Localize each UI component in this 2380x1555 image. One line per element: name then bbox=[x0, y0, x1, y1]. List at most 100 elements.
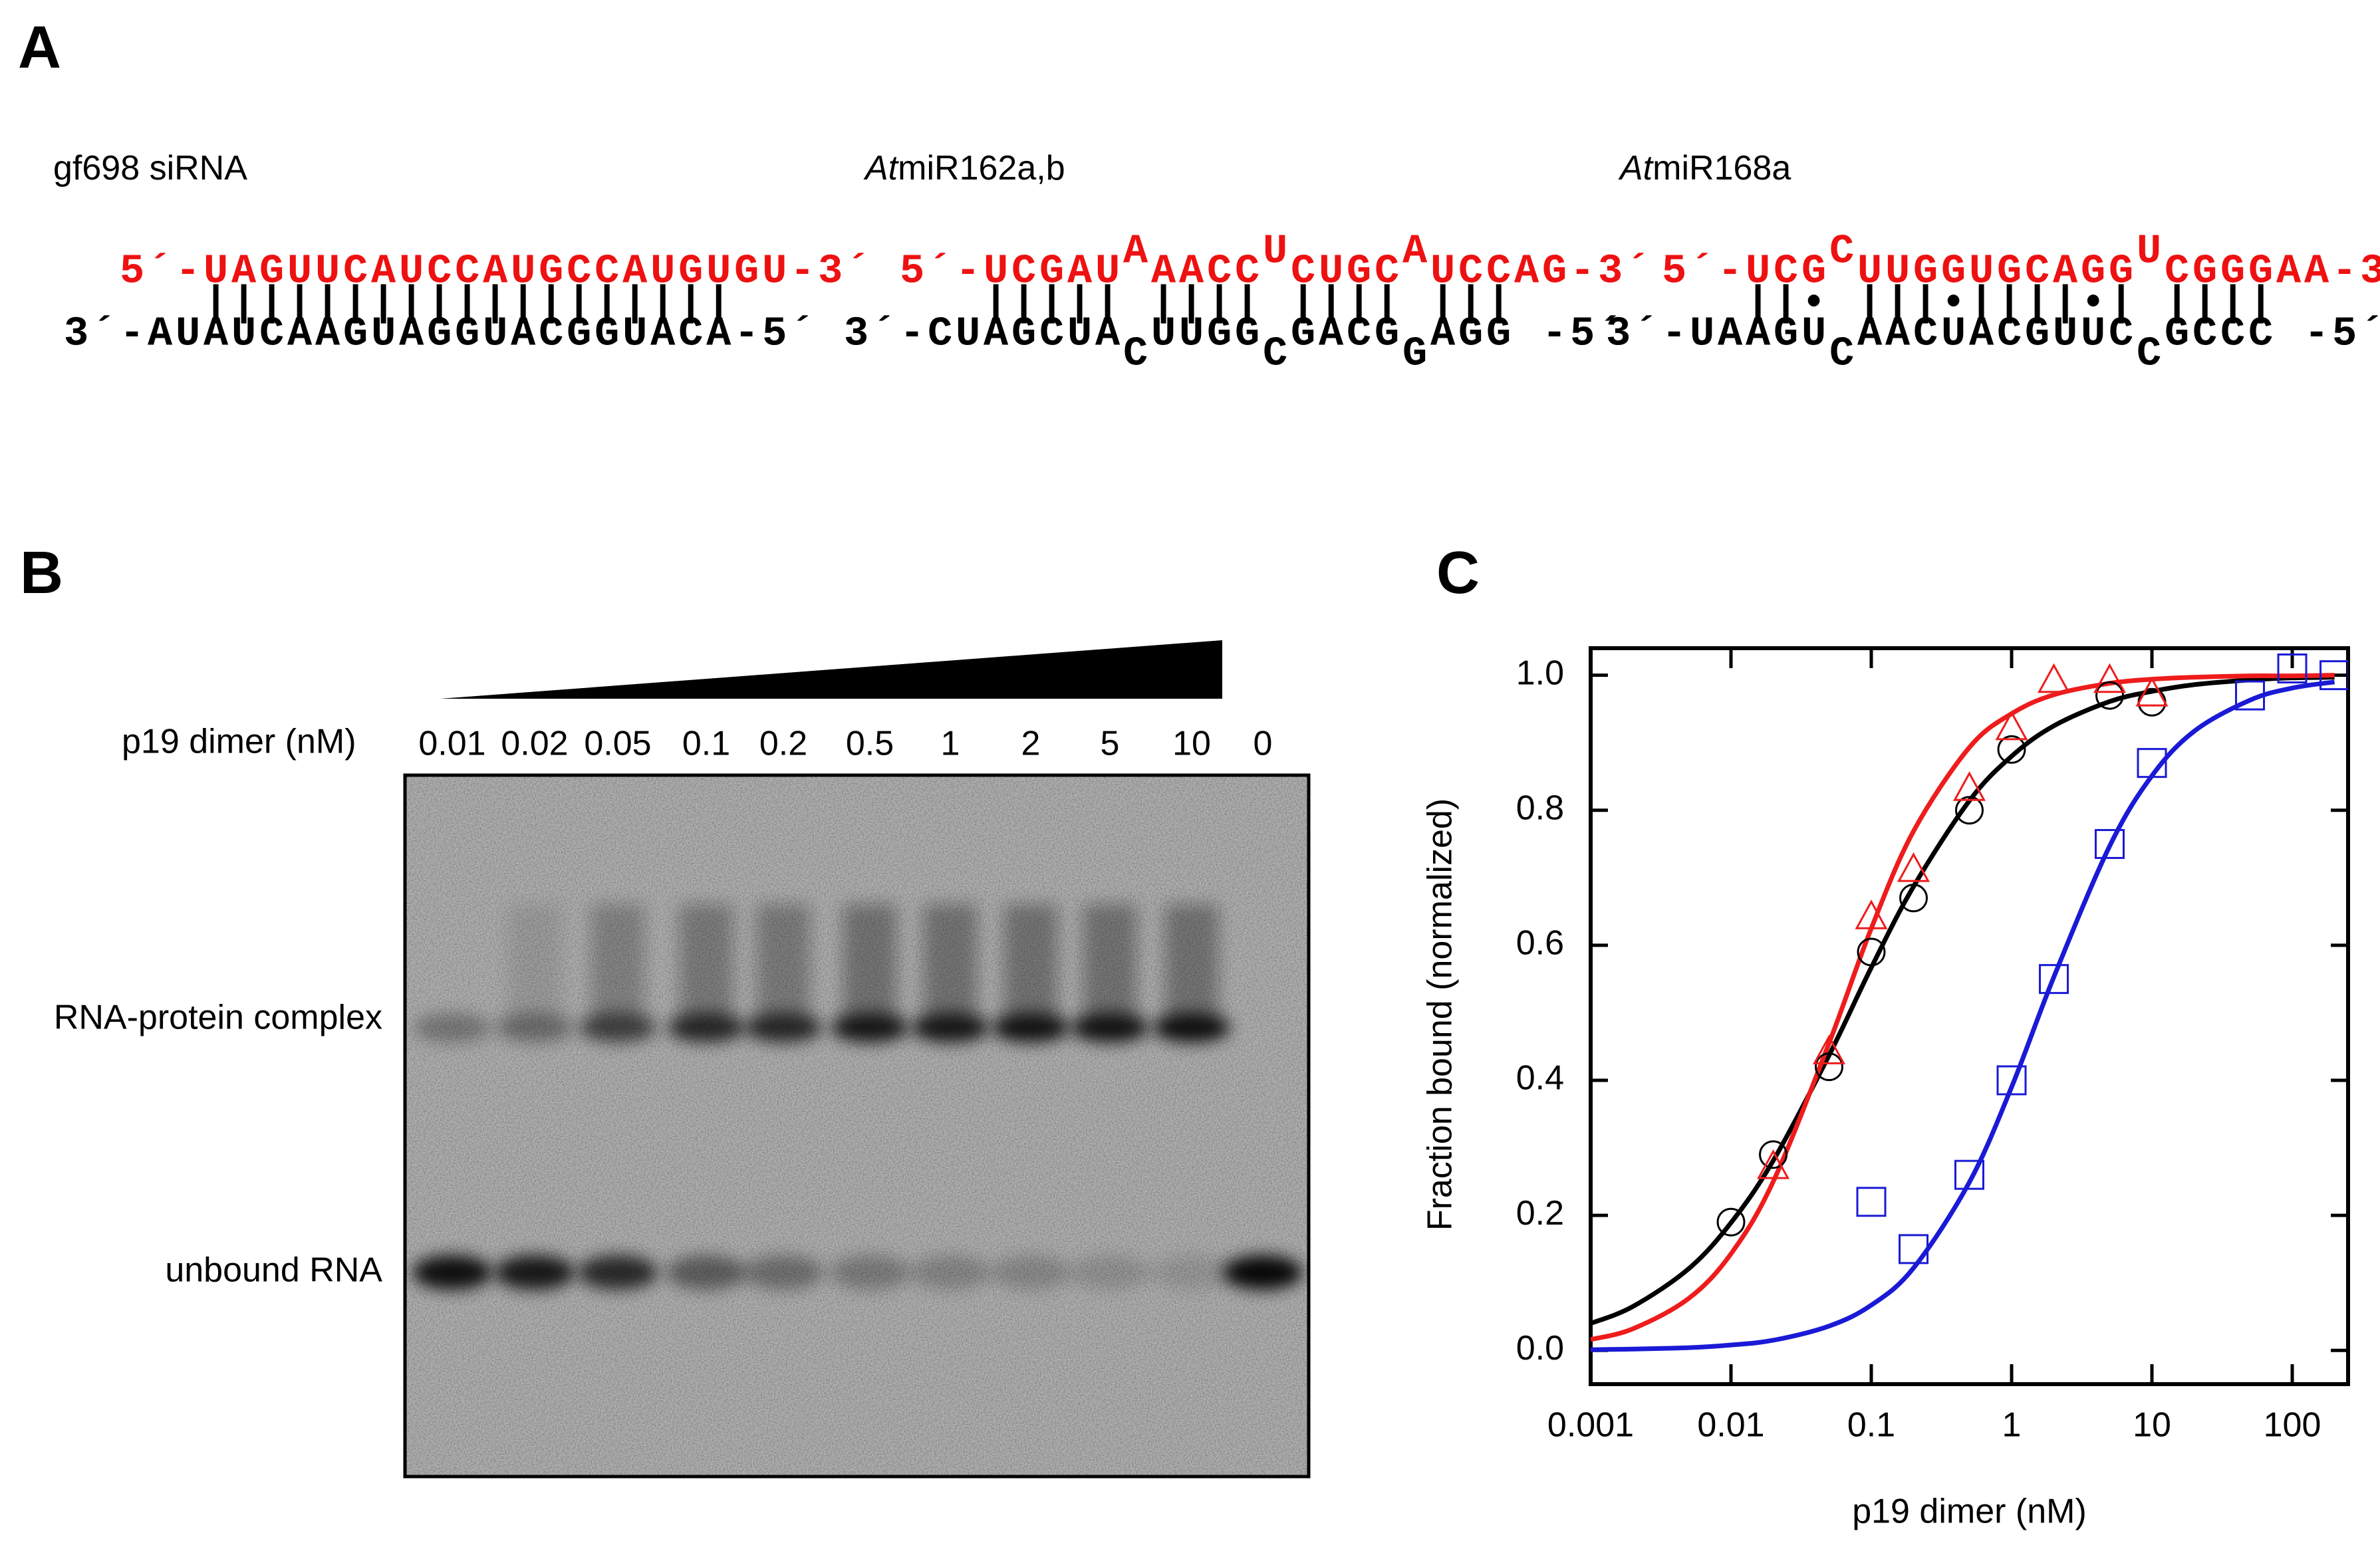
duplex-title: AtmiR162a,b bbox=[863, 149, 1065, 187]
x-tick-label: 10 bbox=[2133, 1406, 2171, 1445]
unbound-band bbox=[1223, 1255, 1303, 1290]
sequence-segment: A bbox=[1402, 227, 1430, 275]
sequence-segment: C bbox=[1263, 330, 1291, 377]
gel bbox=[403, 773, 1311, 1479]
data-point bbox=[1954, 1159, 1984, 1190]
sequence-segment: U bbox=[1263, 227, 1291, 275]
title-italic: At bbox=[1618, 149, 1654, 187]
data-point bbox=[2038, 663, 2071, 693]
band-label: RNA-protein complex bbox=[54, 999, 382, 1037]
sequence-segment: C bbox=[1829, 330, 1857, 377]
band-smear bbox=[924, 904, 977, 1024]
data-point bbox=[1759, 1140, 1788, 1169]
band-smear bbox=[508, 904, 561, 1024]
complex-band bbox=[745, 1013, 822, 1042]
data-point bbox=[1995, 710, 2028, 741]
data-point bbox=[1856, 1187, 1887, 1217]
lane-label: 0.5 bbox=[846, 725, 894, 763]
sequence-segment: AACUACGUUC bbox=[1857, 310, 2137, 357]
data-point bbox=[2095, 681, 2125, 710]
complex-band bbox=[668, 1013, 745, 1042]
sequence-segment: UCCAG-3´ bbox=[1430, 247, 1654, 295]
data-point bbox=[1897, 852, 1930, 882]
data-point bbox=[2135, 676, 2169, 707]
fit-curve bbox=[1591, 679, 2335, 1352]
data-point bbox=[1899, 1234, 1929, 1264]
band-smear bbox=[680, 904, 733, 1024]
sequence-segment: UUGGUGCAGG bbox=[1857, 247, 2137, 295]
lane-label: 2 bbox=[1021, 725, 1041, 763]
x-tick-label: 0.1 bbox=[1847, 1406, 1895, 1445]
lane-label: 0 bbox=[1254, 725, 1273, 763]
unbound-band bbox=[1070, 1255, 1150, 1290]
unbound-band bbox=[666, 1255, 746, 1290]
lane-label: 10 bbox=[1172, 725, 1211, 763]
lane-label: 0.05 bbox=[584, 725, 651, 763]
gel-frame bbox=[403, 773, 1311, 1479]
x-axis-label: p19 dimer (nM) bbox=[1852, 1493, 2087, 1531]
lane-label: 0.02 bbox=[501, 725, 568, 763]
unbound-band bbox=[495, 1255, 575, 1290]
title-italic: At bbox=[863, 149, 900, 187]
panel-label: B bbox=[20, 540, 63, 606]
bands bbox=[412, 904, 1303, 1290]
data-point bbox=[1952, 771, 1986, 801]
concentration-wedge bbox=[440, 640, 1222, 699]
unbound-band bbox=[743, 1255, 823, 1290]
duplex-title: AtmiR168a bbox=[1618, 149, 1791, 187]
data-point bbox=[2137, 748, 2167, 778]
base-pairs: ||||| |||| |||| ||| bbox=[984, 279, 1514, 326]
complex-band bbox=[1071, 1013, 1148, 1042]
data-point bbox=[1955, 796, 1984, 825]
title-text: miR162a,b bbox=[898, 149, 1065, 187]
data-point bbox=[1996, 1065, 2027, 1096]
data-point bbox=[1855, 899, 1888, 929]
y-tick-label: 0.4 bbox=[1516, 1059, 1564, 1098]
base-pairs: ||• |||•||||•| |||| bbox=[1746, 279, 2276, 326]
complex-band bbox=[992, 1013, 1069, 1042]
data-point bbox=[1997, 735, 2026, 764]
band-smear bbox=[1004, 904, 1057, 1024]
unbound-band bbox=[578, 1255, 658, 1290]
data-point bbox=[1716, 1207, 1746, 1237]
band-label: unbound RNA bbox=[165, 1251, 382, 1290]
fit-curve bbox=[1591, 675, 2335, 1326]
x-tick-label: 1 bbox=[2002, 1406, 2022, 1445]
complex-band bbox=[496, 1013, 573, 1042]
data-point bbox=[1756, 1149, 1790, 1179]
panel-label: C bbox=[1436, 540, 1480, 606]
sequence-segment: GACG bbox=[1291, 310, 1402, 357]
lane-label: 0.01 bbox=[418, 725, 485, 763]
sequence-segment: 3´-CUAGCUA bbox=[844, 310, 1123, 357]
complex-band bbox=[579, 1013, 656, 1042]
axis-label: p19 dimer (nM) bbox=[122, 723, 356, 761]
data-point bbox=[2319, 660, 2348, 691]
panel-label: A bbox=[18, 15, 61, 81]
y-tick-label: 0.8 bbox=[1516, 788, 1564, 827]
unbound-band bbox=[910, 1255, 990, 1290]
data-point bbox=[2093, 663, 2127, 693]
band-smear bbox=[1083, 904, 1136, 1024]
y-tick-label: 1.0 bbox=[1516, 654, 1564, 692]
lane-label: 5 bbox=[1101, 725, 1120, 763]
sequence-segment: U bbox=[2137, 227, 2165, 275]
unbound-band bbox=[991, 1255, 1071, 1290]
y-axis-label: Fraction bound (normalized) bbox=[1421, 798, 1460, 1231]
data-point bbox=[2039, 964, 2069, 995]
y-tick-label: 0.2 bbox=[1516, 1194, 1564, 1233]
data-point bbox=[1812, 1034, 1846, 1064]
data-point bbox=[1814, 1052, 1843, 1082]
sequence-segment: UUGG bbox=[1151, 310, 1263, 357]
y-tick-label: 0.0 bbox=[1516, 1329, 1564, 1368]
sequence-segment: CUGC bbox=[1291, 247, 1402, 295]
y-tick-label: 0.6 bbox=[1516, 924, 1564, 963]
data-point bbox=[2235, 680, 2266, 711]
sequence-segment: A bbox=[1123, 227, 1151, 275]
x-tick-label: 100 bbox=[2264, 1406, 2321, 1445]
band-smear bbox=[591, 904, 644, 1024]
x-tick-label: 0.001 bbox=[1547, 1406, 1634, 1445]
sequence-segment: 5´-UCGAU bbox=[900, 247, 1123, 295]
complex-band bbox=[912, 1013, 989, 1042]
complex-band bbox=[831, 1013, 908, 1042]
